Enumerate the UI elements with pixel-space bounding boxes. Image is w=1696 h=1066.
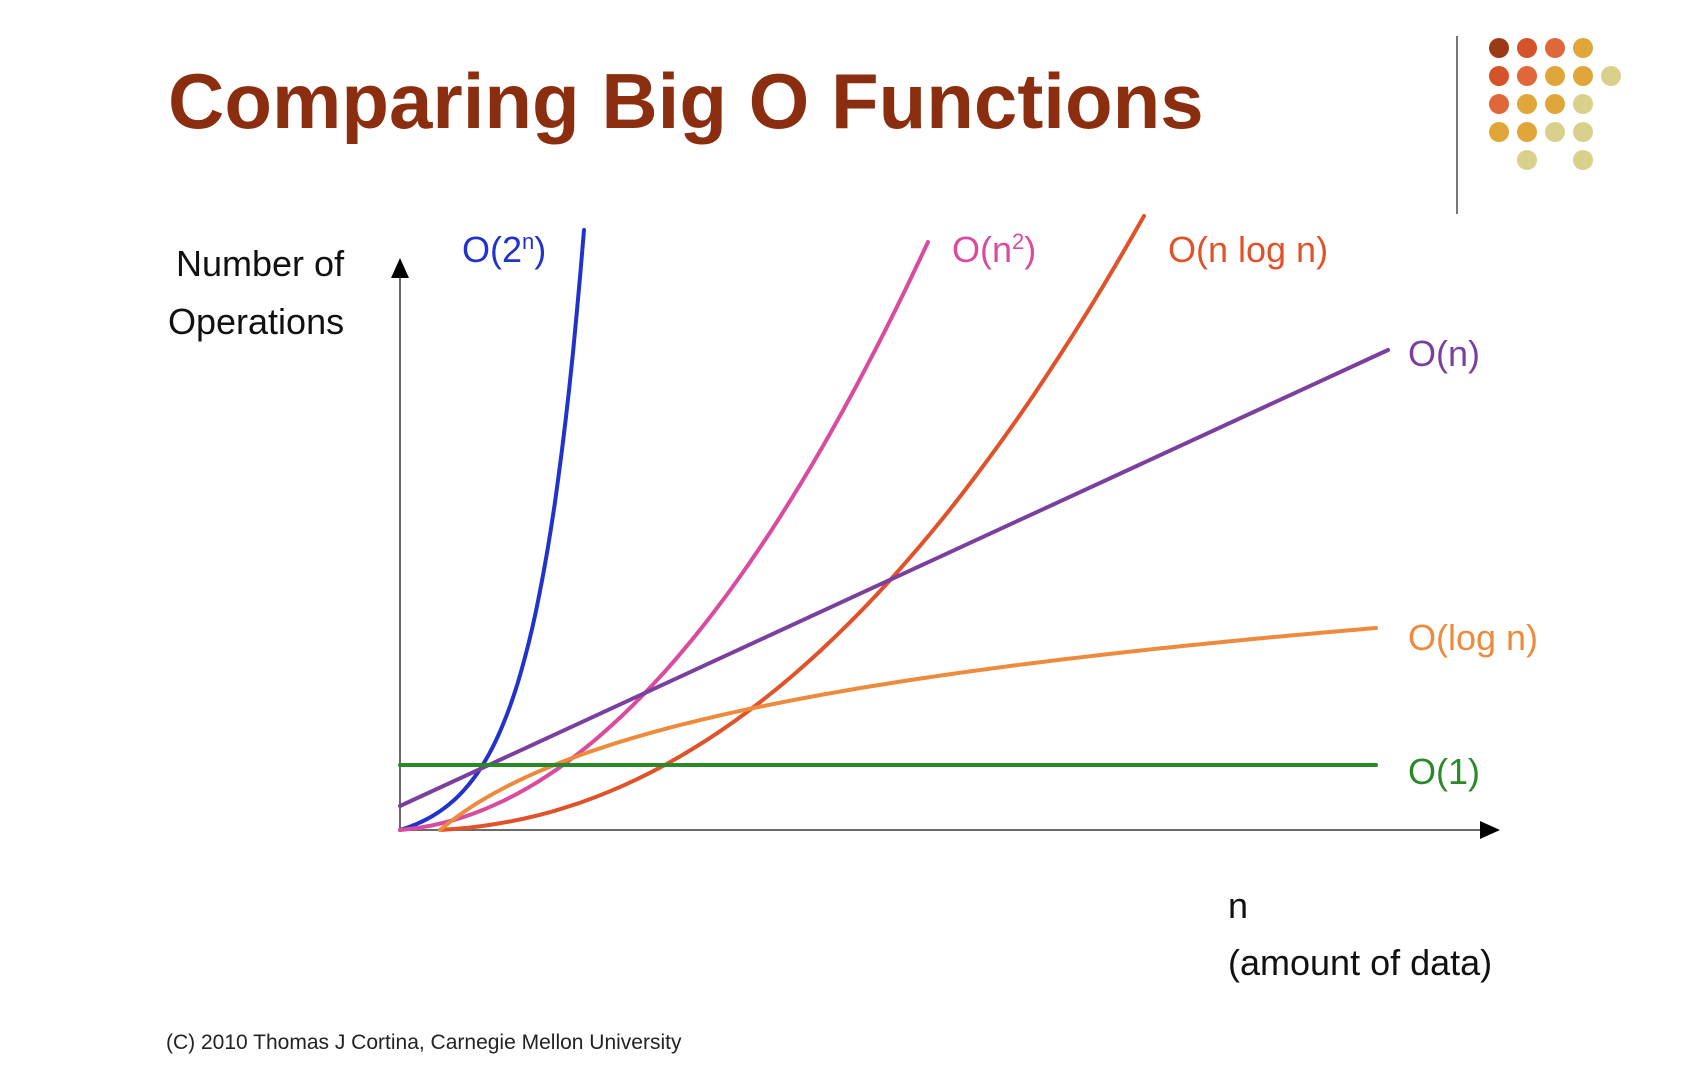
decorative-dot	[1573, 94, 1593, 114]
decorative-dot	[1573, 38, 1593, 58]
decorative-dot	[1545, 94, 1565, 114]
decorative-dot	[1545, 66, 1565, 86]
series-line-quadratic	[398, 240, 930, 832]
series-label-nlogn: O(n log n)	[1168, 229, 1328, 270]
decorative-dots-logo	[1489, 38, 1621, 170]
slide-title: Comparing Big O Functions	[168, 57, 1204, 145]
decorative-dot	[1517, 38, 1537, 58]
decorative-dot	[1489, 122, 1509, 142]
copyright-notice: (C) 2010 Thomas J Cortina, Carnegie Mell…	[166, 1031, 682, 1054]
series-label-quadratic: O(n2)	[952, 229, 1036, 270]
y-axis-label: Number of Operations	[168, 243, 345, 342]
series-line-nlogn	[438, 214, 1146, 832]
x-axis-arrow	[1480, 821, 1500, 839]
decorative-dot	[1601, 66, 1621, 86]
y-axis-arrow	[391, 258, 409, 278]
decorative-dot	[1573, 150, 1593, 170]
decorative-dot	[1489, 94, 1509, 114]
decorative-dot	[1489, 66, 1509, 86]
series-label-log: O(log n)	[1408, 617, 1538, 658]
decorative-dot	[1517, 94, 1537, 114]
title-divider	[1456, 36, 1458, 214]
decorative-dot	[1573, 122, 1593, 142]
decorative-dot	[1517, 150, 1537, 170]
series-line-exp	[398, 228, 586, 832]
decorative-dot	[1489, 38, 1509, 58]
series-line-log	[438, 626, 1378, 832]
series-label-exp: O(2n)	[462, 229, 546, 270]
decorative-dot	[1545, 38, 1565, 58]
decorative-dot	[1545, 122, 1565, 142]
decorative-dot	[1573, 66, 1593, 86]
decorative-dot	[1517, 66, 1537, 86]
decorative-dot	[1517, 122, 1537, 142]
series-line-linear	[398, 348, 1390, 808]
x-axis-label: n (amount of data)	[1228, 885, 1492, 983]
series-label-constant: O(1)	[1408, 751, 1480, 792]
series-label-linear: O(n)	[1408, 333, 1480, 374]
